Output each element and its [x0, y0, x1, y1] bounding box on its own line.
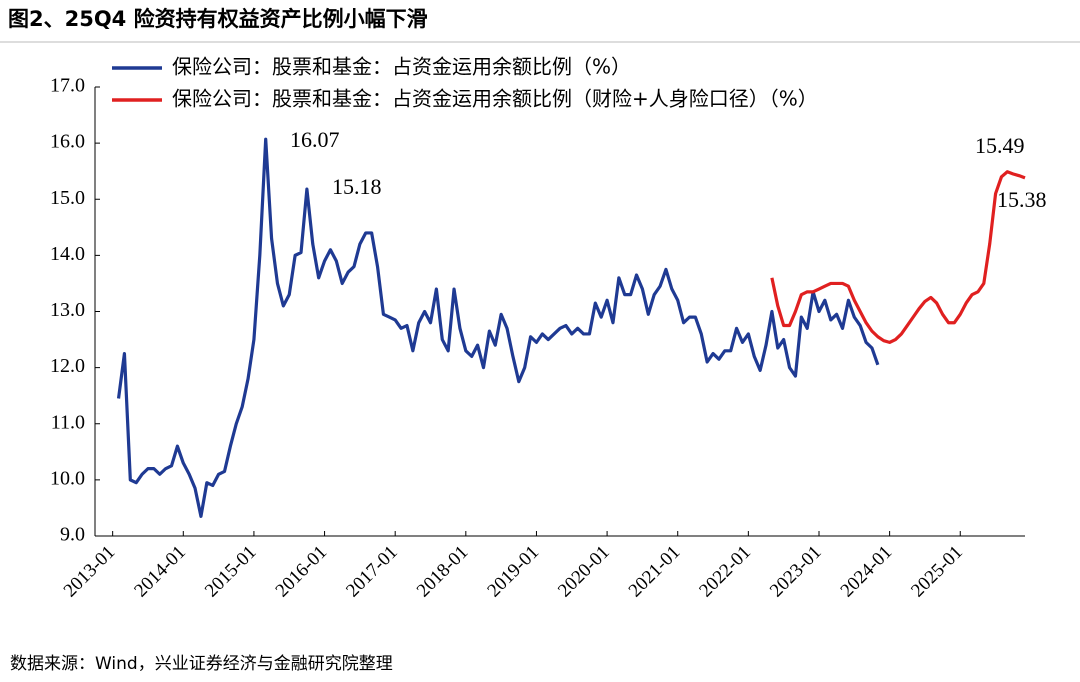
- y-tick-label: 16.0: [50, 131, 85, 153]
- y-tick-label: 15.0: [50, 187, 85, 209]
- y-tick-label: 10.0: [50, 467, 85, 489]
- chart-title: 图2、25Q4 险资持有权益资产比例小幅下滑: [8, 7, 428, 31]
- x-tick-label: 2015-01: [201, 542, 261, 602]
- y-tick-label: 9.0: [60, 524, 85, 546]
- series-line: [770, 170, 1026, 344]
- series-line: [116, 137, 880, 518]
- x-tick-label: 2013-01: [60, 542, 120, 602]
- y-tick-label: 13.0: [50, 299, 85, 321]
- x-tick-label: 2023-01: [766, 542, 826, 602]
- x-tick-label: 2018-01: [413, 542, 473, 602]
- y-tick-label: 11.0: [51, 411, 85, 433]
- y-tick-label: 14.0: [50, 243, 85, 265]
- x-tick-label: 2017-01: [342, 542, 402, 602]
- x-tick-label: 2024-01: [837, 542, 897, 602]
- legend-label: 保险公司：股票和基金：占资金运用余额比例（财险+人身险口径）（%）: [172, 87, 818, 111]
- annotation: 16.07: [290, 127, 340, 152]
- y-tick-label: 17.0: [50, 75, 85, 97]
- x-tick-label: 2016-01: [272, 542, 332, 602]
- annotation: 15.38: [997, 187, 1047, 212]
- x-tick-label: 2025-01: [907, 542, 967, 602]
- annotation: 15.18: [332, 174, 382, 199]
- x-tick-label: 2021-01: [625, 542, 685, 602]
- y-tick-label: 12.0: [50, 355, 85, 377]
- x-tick-label: 2022-01: [695, 542, 755, 602]
- x-tick-label: 2020-01: [554, 542, 614, 602]
- source-note: 数据来源：Wind，兴业证券经济与金融研究院整理: [10, 654, 393, 674]
- legend-label: 保险公司：股票和基金：占资金运用余额比例（%）: [172, 55, 631, 79]
- annotation: 15.49: [975, 133, 1025, 158]
- x-tick-label: 2014-01: [130, 542, 190, 602]
- x-tick-label: 2019-01: [483, 542, 543, 602]
